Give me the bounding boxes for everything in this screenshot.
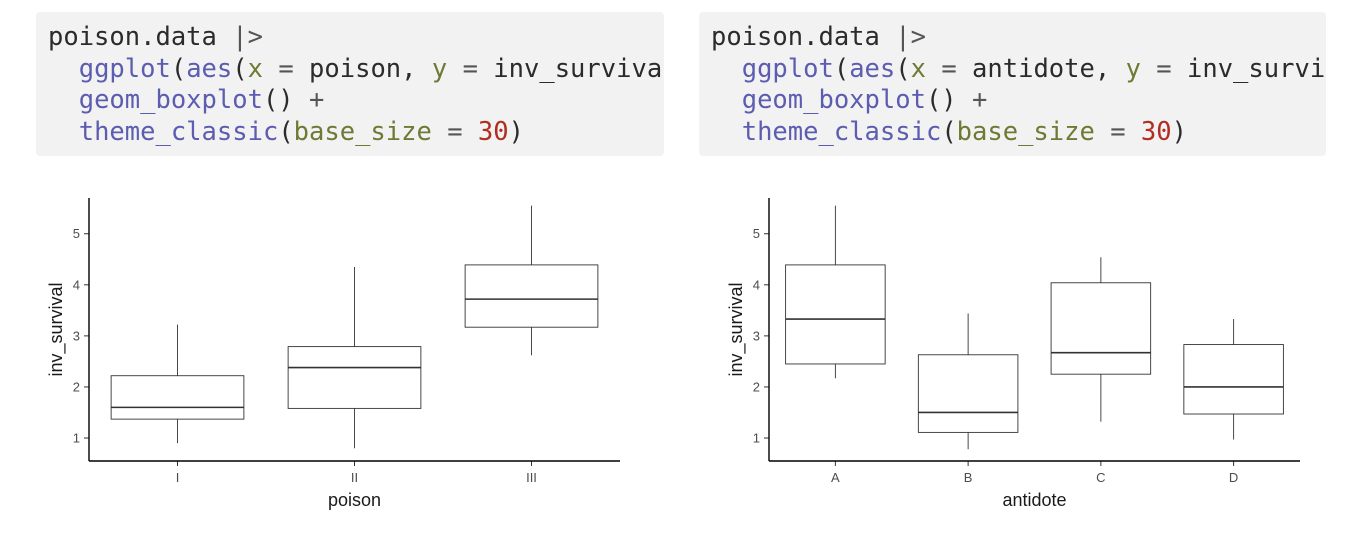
code-token: ggplot (78, 53, 171, 84)
y-tick-label: 1 (73, 431, 80, 446)
code-token: base_size (293, 116, 432, 147)
code-token: ) (508, 116, 524, 147)
y-tick-label: 5 (73, 226, 80, 241)
code-token: aes (186, 53, 233, 84)
code-token: ( (833, 53, 850, 84)
y-axis-title: inv_survival (726, 282, 747, 376)
code-token (48, 117, 79, 147)
box-iqr (1183, 344, 1284, 415)
y-tick-label: 2 (73, 379, 80, 394)
code-token: = (1094, 116, 1141, 147)
code-token: ) (1171, 116, 1187, 147)
code-token: y (431, 53, 448, 84)
x-tick-label: II (351, 470, 358, 485)
code-token: aes (849, 53, 896, 84)
code-token: ( (895, 53, 911, 84)
x-tick-label: C (1096, 470, 1105, 485)
code-token (711, 117, 742, 147)
code-token: ( (941, 116, 957, 147)
x-tick-label: III (526, 470, 537, 485)
code-line: geom_boxplot() + (711, 85, 1326, 117)
code-token (711, 54, 742, 84)
code-token: = (447, 53, 494, 84)
y-axis-title: inv_survival (46, 282, 67, 376)
code-token (711, 85, 742, 115)
code-token: theme_classic (78, 116, 279, 147)
code-token: geom_boxplot (741, 85, 926, 115)
y-tick-label: 3 (753, 328, 760, 343)
code-token: x (247, 53, 263, 84)
code-line: ggplot(aes(x = poison, y = inv_surviva (48, 54, 664, 86)
code-token: |> (232, 22, 263, 52)
box-iqr (785, 264, 886, 365)
x-axis-title: poison (328, 490, 381, 510)
box-iqr (917, 354, 1019, 433)
x-tick-label: B (964, 470, 973, 485)
code-token: = (431, 116, 478, 147)
code-token: poison, (309, 53, 432, 84)
code-token: inv_surviva (493, 53, 663, 84)
code-token: |> (895, 22, 926, 52)
x-tick-label: D (1229, 470, 1238, 485)
code-line: ggplot(aes(x = antidote, y = inv_survi (711, 54, 1326, 86)
code-line: theme_classic(base_size = 30) (48, 117, 664, 149)
code-token: + (972, 85, 988, 115)
code-line: poison.data |> (48, 22, 664, 54)
x-axis-title: antidote (1002, 490, 1066, 510)
box-iqr (464, 264, 599, 328)
box-iqr (110, 375, 245, 420)
code-block-right: poison.data |> ggplot(aes(x = antidote, … (699, 12, 1326, 156)
box-iqr (1050, 282, 1152, 375)
code-token: = (262, 53, 310, 84)
code-block-left: poison.data |> ggplot(aes(x = poison, y … (36, 12, 664, 156)
code-token: = (925, 53, 973, 84)
code-token: () (925, 85, 973, 115)
code-token: inv_survi (1187, 53, 1326, 84)
code-token: ggplot (741, 53, 834, 84)
y-tick-label: 2 (753, 379, 760, 394)
box-iqr (287, 346, 422, 409)
code-token (48, 54, 79, 84)
code-line: theme_classic(base_size = 30) (711, 117, 1326, 149)
code-token: theme_classic (741, 116, 942, 147)
code-token: 30 (477, 116, 509, 147)
code-token: = (1140, 53, 1187, 84)
code-token: x (910, 53, 926, 84)
code-token: ( (170, 53, 187, 84)
code-token: geom_boxplot (78, 85, 263, 115)
y-tick-label: 4 (73, 277, 80, 292)
code-token: ( (232, 53, 248, 84)
code-token: 30 (1140, 116, 1172, 147)
y-tick-label: 3 (73, 328, 80, 343)
x-tick-label: A (831, 470, 840, 485)
code-token: poison.data (711, 22, 896, 52)
code-token (48, 85, 79, 115)
y-tick-label: 4 (753, 277, 760, 292)
code-token: () (262, 85, 310, 115)
code-line: geom_boxplot() + (48, 85, 664, 117)
y-tick-label: 5 (753, 226, 760, 241)
code-token: antidote, (972, 53, 1126, 84)
code-token: y (1125, 53, 1141, 84)
code-token: base_size (956, 116, 1095, 147)
x-tick-label: I (176, 470, 180, 485)
code-token: poison.data (48, 22, 233, 52)
y-tick-label: 1 (753, 431, 760, 446)
code-line: poison.data |> (711, 22, 1326, 54)
code-token: + (309, 85, 325, 115)
code-token: ( (278, 116, 294, 147)
